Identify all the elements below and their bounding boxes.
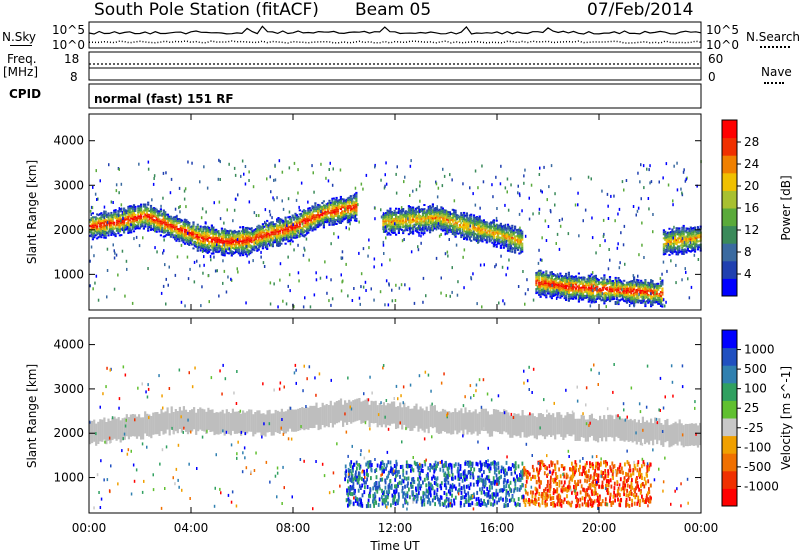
nave-label: Nave — [761, 65, 792, 79]
power-echo-band-3 — [535, 269, 664, 308]
nsky-legend-line — [10, 45, 32, 46]
noise-panel-frame — [88, 21, 702, 49]
power-heatmap — [89, 158, 702, 309]
velocity-ytick: 1000 — [53, 471, 84, 485]
freq-label-line2: [MHz] — [3, 65, 39, 79]
velocity-cbar-tick: -1000 — [744, 479, 779, 493]
velocity-ylabel: Slant Range [km] — [25, 364, 39, 468]
power-cbar-label: Power [dB] — [779, 175, 793, 240]
cpid-panel-frame — [88, 83, 702, 109]
velocity-ytick: 2000 — [53, 426, 84, 440]
power-cbar-tick: 20 — [744, 179, 759, 193]
velocity-ytick: 4000 — [53, 338, 84, 352]
velocity-heatmap — [89, 363, 702, 511]
velocity-cbar-tick: -500 — [744, 460, 771, 474]
nave-tick-0: 0 — [708, 70, 716, 84]
velocity-cbar-tick: -25 — [744, 421, 764, 435]
noise-axis-top-right: 10^5 — [706, 23, 739, 37]
power-cbar-tick: 4 — [744, 267, 752, 281]
x-tick-label: 20:00 — [582, 521, 617, 535]
power-ylabel: Slant Range [km] — [25, 160, 39, 264]
beam-label: Beam 05 — [355, 0, 432, 20]
velocity-cbar-label: Velocity [m s^-1] — [779, 366, 793, 470]
power-echo-band-0 — [89, 201, 256, 257]
x-axis-label: Time UT — [369, 539, 420, 553]
nsky-series — [88, 25, 702, 35]
power-ytick: 4000 — [53, 134, 84, 148]
velocity-cbar-tick: -100 — [744, 440, 771, 454]
nave-legend-line — [764, 82, 784, 84]
noise-axis-bottom-right: 10^0 — [706, 38, 739, 52]
power-cbar-tick: 8 — [744, 245, 752, 259]
power-ytick: 2000 — [53, 223, 84, 237]
noise-axis-top: 10^5 — [52, 23, 85, 37]
freq-panel-frame — [88, 51, 702, 81]
velocity-cbar-tick: 500 — [744, 362, 767, 376]
power-cbar-tick: 16 — [744, 201, 759, 215]
freq-tick-18: 18 — [64, 52, 80, 66]
power-cbar-tick: 24 — [744, 157, 759, 171]
freq-tick-8: 8 — [70, 70, 78, 84]
nave-tick-60: 60 — [708, 52, 724, 66]
x-tick-label: 00:00 — [72, 521, 107, 535]
x-tick-label: 08:00 — [276, 521, 311, 535]
cpid-label: CPID — [9, 87, 42, 101]
x-tick-label: 16:00 — [480, 521, 515, 535]
station-title: South Pole Station (fitACF) — [94, 0, 319, 20]
velocity-cbar-tick: 100 — [744, 382, 767, 396]
freq-label-line1: Freq. — [7, 52, 37, 66]
power-ytick: 1000 — [53, 267, 84, 281]
power-cbar-tick: 28 — [744, 135, 759, 149]
date-label: 07/Feb/2014 — [587, 0, 694, 20]
noise-axis-bottom: 10^0 — [52, 38, 85, 52]
power-cbar-tick: 12 — [744, 223, 759, 237]
nsearch-label: N.Search — [746, 30, 800, 44]
power-echo-band-2 — [382, 203, 524, 255]
nsky-label: N.Sky — [2, 30, 37, 44]
nsearch-series — [89, 40, 702, 44]
power-colorbar: 4 8 12 16 20 24 28 Power [dB] — [721, 119, 793, 297]
velocity-colorbar: -1000 -500 -100 -25 25 100 500 1000 Velocity [m … — [721, 329, 793, 507]
velocity-echoes — [89, 363, 697, 511]
x-tick-label: 12:00 — [378, 521, 413, 535]
power-ytick: 3000 — [53, 178, 84, 192]
velocity-ytick: 3000 — [53, 382, 84, 396]
nsearch-legend-line — [760, 46, 790, 48]
velocity-cbar-tick: 1000 — [744, 343, 775, 357]
x-tick-label: 04:00 — [174, 521, 209, 535]
power-echo-band-1 — [254, 191, 358, 252]
power-scattered-echoes — [89, 158, 702, 309]
ground-scatter-band — [89, 398, 702, 448]
velocity-cbar-tick: 25 — [744, 401, 759, 415]
cpid-text: normal (fast) 151 RF — [94, 92, 234, 106]
x-tick-label: 00:00 — [684, 521, 719, 535]
